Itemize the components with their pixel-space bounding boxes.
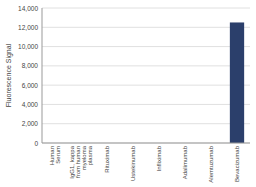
grid-line [42,85,250,86]
x-axis-line [42,143,250,144]
grid-line [42,65,250,66]
grid-line [42,27,250,28]
x-tick-label: Rituximab [104,145,110,172]
y-axis-line [42,8,43,143]
x-tick-label: Ustekinumab [130,145,136,181]
x-tick-label: IgG1, kappafrom humanmyelomaplasma [69,145,94,178]
grid-line [42,104,250,105]
y-tick-label: 4,000 [22,101,39,108]
x-tick-label: Bevacizumab [234,145,240,182]
x-tick-label: Adalimumab [182,145,188,179]
x-axis: HumanSerum IgG1, kappafrom humanmyelomapl… [49,145,240,182]
chart: 0 2,000 4,000 6,000 8,000 10,000 12,000 14,000 H… [0,0,256,187]
x-tick-label: HumanSerum [49,146,61,165]
grid-line [42,46,250,47]
bars [230,22,244,143]
y-tick-label: 14,000 [18,5,38,12]
bar [230,22,244,143]
y-axis: 0 2,000 4,000 6,000 8,000 10,000 12,000 14,000 [18,5,38,147]
y-tick-label: 12,000 [18,24,38,31]
y-axis-label: Fluorescence Signal [5,43,13,107]
grid-line [42,123,250,124]
grid-line [42,143,250,144]
y-tick-label: 8,000 [22,62,39,69]
y-tick-label: 10,000 [18,43,38,50]
y-tick-label: 2,000 [22,120,39,127]
y-tick-label: 0 [34,140,38,147]
grid [42,8,250,143]
x-tick-label: Alemtuzumab [208,145,214,182]
grid-line [42,8,250,9]
x-tick-label: Infliximab [156,145,162,171]
y-tick-label: 6,000 [22,82,39,89]
